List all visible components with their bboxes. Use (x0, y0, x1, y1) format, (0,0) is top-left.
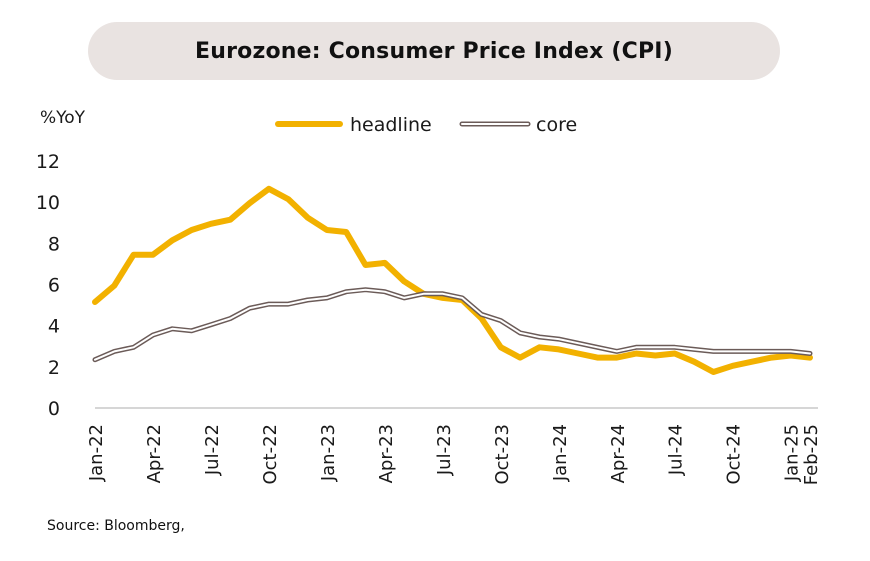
y-tick-label-0: 0 (48, 398, 60, 420)
x-tick-label-Jul-24: Jul-24 (666, 424, 687, 476)
y-tick-label-12: 12 (36, 151, 60, 173)
x-tick-label-Oct-24: Oct-24 (724, 424, 745, 485)
source-note: Source: Bloomberg, (47, 518, 185, 534)
x-tick-label-Jan-25: Jan-25 (782, 424, 803, 482)
y-tick-label-6: 6 (48, 275, 60, 297)
y-tick-label-10: 10 (36, 192, 60, 214)
x-tick-label-Feb-25: Feb-25 (801, 424, 822, 485)
series-line-headline (92, 185, 813, 375)
y-tick-label-4: 4 (48, 316, 60, 338)
series-line-core-inner (94, 288, 811, 361)
x-tick-label-Apr-23: Apr-23 (376, 424, 397, 483)
y-axis-label: %YoY (40, 108, 86, 128)
y-tick-label-2: 2 (48, 357, 60, 379)
x-tick-label-Jan-24: Jan-24 (550, 424, 571, 482)
x-tick-label-Jul-23: Jul-23 (434, 424, 455, 476)
chart-title: Eurozone: Consumer Price Index (CPI) (195, 38, 673, 64)
x-tick-label-Oct-22: Oct-22 (260, 424, 281, 485)
x-tick-label-Jan-22: Jan-22 (86, 424, 107, 482)
legend-label-headline: headline (350, 114, 432, 136)
legend-label-core: core (536, 114, 577, 136)
x-tick-label-Apr-22: Apr-22 (144, 424, 165, 483)
x-tick-label-Jul-22: Jul-22 (202, 424, 223, 476)
chart-title-banner: Eurozone: Consumer Price Index (CPI) (88, 22, 780, 80)
x-tick-label-Oct-23: Oct-23 (492, 424, 513, 485)
x-tick-label-Jan-23: Jan-23 (318, 424, 339, 482)
y-tick-label-8: 8 (48, 233, 60, 255)
x-tick-label-Apr-24: Apr-24 (608, 424, 629, 483)
